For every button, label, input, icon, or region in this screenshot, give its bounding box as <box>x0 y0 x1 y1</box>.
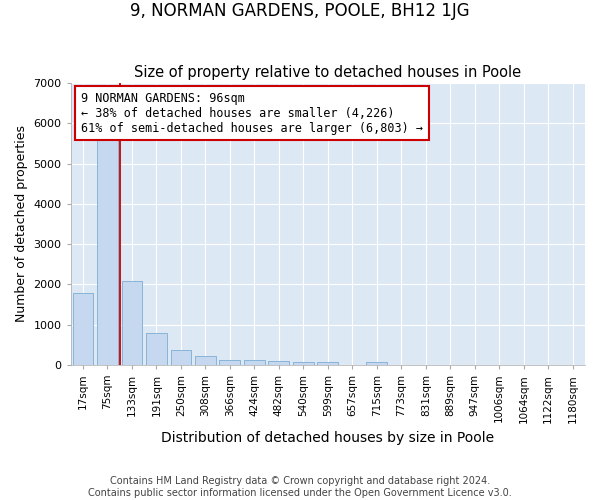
Bar <box>122 281 142 365</box>
Text: Contains HM Land Registry data © Crown copyright and database right 2024.
Contai: Contains HM Land Registry data © Crown c… <box>88 476 512 498</box>
Y-axis label: Number of detached properties: Number of detached properties <box>15 126 28 322</box>
Bar <box>293 362 314 365</box>
Bar <box>97 132 118 365</box>
Bar <box>317 362 338 365</box>
Title: Size of property relative to detached houses in Poole: Size of property relative to detached ho… <box>134 66 521 80</box>
Text: 9 NORMAN GARDENS: 96sqm
← 38% of detached houses are smaller (4,226)
61% of semi: 9 NORMAN GARDENS: 96sqm ← 38% of detache… <box>81 92 423 134</box>
Bar <box>220 360 241 365</box>
Bar <box>367 362 387 365</box>
Bar <box>73 293 94 365</box>
Bar <box>244 360 265 365</box>
X-axis label: Distribution of detached houses by size in Poole: Distribution of detached houses by size … <box>161 431 494 445</box>
Text: 9, NORMAN GARDENS, POOLE, BH12 1JG: 9, NORMAN GARDENS, POOLE, BH12 1JG <box>130 2 470 21</box>
Bar <box>170 350 191 365</box>
Bar <box>195 356 216 365</box>
Bar <box>146 332 167 365</box>
Bar <box>268 361 289 365</box>
